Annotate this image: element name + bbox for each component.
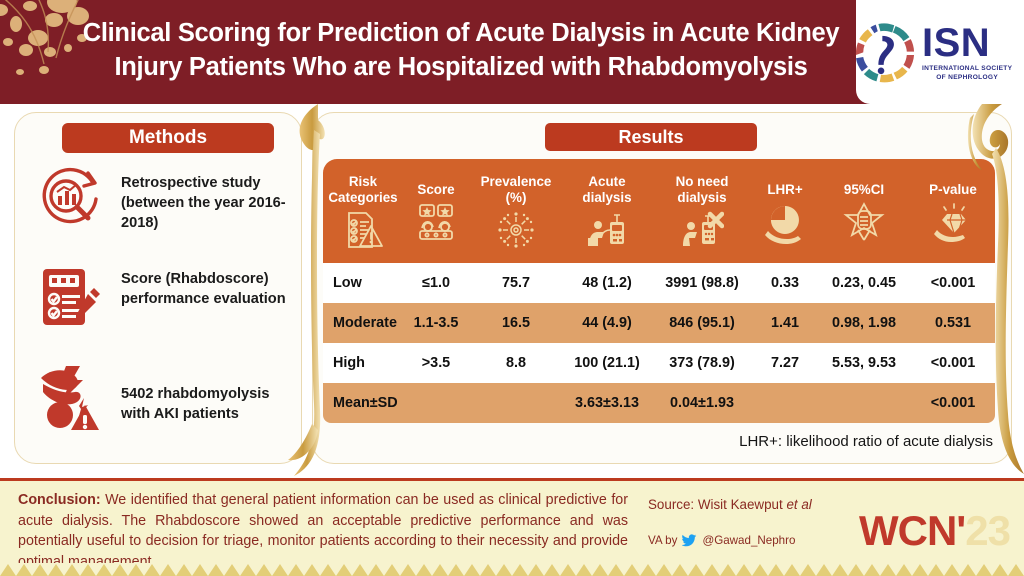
va-attribution: VA by @Gawad_Nephro <box>648 534 795 547</box>
cell-p-value: 0.531 <box>911 303 995 343</box>
cell-prevalence <box>469 383 563 423</box>
column-label: Prevalence (%) <box>480 174 552 205</box>
pie-chart-hand-icon <box>765 205 801 244</box>
cell-prevalence: 16.5 <box>469 303 563 343</box>
table-row: High >3.5 8.8 100 (21.1) 373 (78.9) 7.27… <box>323 343 995 383</box>
table-footnote: LHR+: likelihood ratio of acute dialysis <box>739 433 993 450</box>
cell-acute-dialysis: 100 (21.1) <box>563 343 651 383</box>
results-panel: Results Risk Categories <box>312 112 1012 464</box>
cell-lhr: 0.33 <box>753 263 817 303</box>
wcn-main: WCN' <box>858 507 966 554</box>
table-row: Moderate 1.1-3.5 16.5 44 (4.9) 846 (95.1… <box>323 303 995 343</box>
cell-lhr <box>753 383 817 423</box>
table-row: Low ≤1.0 75.7 48 (1.2) 3991 (98.8) 0.33 … <box>323 263 995 303</box>
cell-ci: 0.23, 0.45 <box>817 263 911 303</box>
fist-star-icon <box>843 202 885 241</box>
column-label: No need dialysis <box>675 174 729 205</box>
column-label: LHR+ <box>767 182 803 198</box>
cell-risk: Moderate <box>323 303 403 343</box>
cell-risk: Low <box>323 263 403 303</box>
table-row-summary: Mean±SD 3.63±3.13 0.04±1.93 <0.001 <box>323 383 995 423</box>
cell-no-need-dialysis: 0.04±1.93 <box>651 383 753 423</box>
source-attribution: Source: Wisit Kaewput et al <box>648 497 812 512</box>
scoreboard-stars-icon <box>419 204 453 240</box>
column-header-lhr: LHR+ <box>753 159 817 263</box>
dialysis-patient-icon <box>588 214 624 246</box>
cell-ci <box>817 383 911 423</box>
cell-no-need-dialysis: 846 (95.1) <box>651 303 753 343</box>
cell-score: >3.5 <box>403 343 469 383</box>
method-item: Score (Rhabdoscore) performance evaluati… <box>33 261 291 335</box>
results-section-title: Results <box>545 123 757 151</box>
method-item-label: Score (Rhabdoscore) performance evaluati… <box>121 271 286 308</box>
dialysis-patient-cross-icon <box>683 211 724 246</box>
content-stage: Methods Retrospective study (between the… <box>0 104 1024 478</box>
wcn-year: 23 <box>965 507 1011 554</box>
twitter-icon[interactable] <box>682 534 697 547</box>
cell-ci: 0.98, 1.98 <box>817 303 911 343</box>
isn-wordmark: ISN <box>922 21 991 66</box>
column-header-score: Score <box>403 159 469 263</box>
method-item-label: Retrospective study (between the year 20… <box>121 175 286 232</box>
isn-logo: ISN INTERNATIONAL SOCIETY OF NEPHROLOGY <box>850 5 1022 101</box>
cell-acute-dialysis: 3.63±3.13 <box>563 383 651 423</box>
source-prefix: Source: Wisit Kaewput <box>648 497 787 512</box>
cell-score: 1.1-3.5 <box>403 303 469 343</box>
method-item: Retrospective study (between the year 20… <box>33 163 291 237</box>
isn-circular-mark-icon <box>855 23 915 83</box>
method-item: 5402 rhabdomyolysis with AKI patients <box>33 358 291 432</box>
page-title: Clinical Scoring for Prediction of Acute… <box>82 19 840 81</box>
column-header-p-value: P-value <box>911 159 995 263</box>
column-header-no-need-dialysis: No need dialysis <box>651 159 753 263</box>
cell-score <box>403 383 469 423</box>
conclusion-label: Conclusion: <box>18 492 101 508</box>
cell-no-need-dialysis: 3991 (98.8) <box>651 263 753 303</box>
column-label: 95%CI <box>843 182 885 198</box>
conclusion-text: Conclusion: We identified that general p… <box>18 490 628 572</box>
table-header-row: Risk Categories <box>323 159 995 263</box>
muscle-injury-alert-icon <box>41 366 99 430</box>
bottom-zigzag-border <box>0 563 1024 576</box>
column-header-prevalence: Prevalence (%) <box>469 159 563 263</box>
column-label: Risk Categories <box>328 174 398 205</box>
methods-section-title: Methods <box>62 123 274 153</box>
results-table: Risk Categories <box>323 159 995 423</box>
cell-p-value: <0.001 <box>911 263 995 303</box>
methods-panel: Methods Retrospective study (between the… <box>14 112 302 464</box>
checklist-clipboard-pencil-icon <box>43 269 100 325</box>
conclusion-band: Conclusion: We identified that general p… <box>0 478 1024 576</box>
diamond-hand-icon <box>934 203 967 242</box>
va-prefix: VA by <box>648 534 678 547</box>
column-header-risk-categories: Risk Categories <box>323 159 403 263</box>
poster-header: Clinical Scoring for Prediction of Acute… <box>0 0 1024 104</box>
column-label: P-value <box>929 182 977 198</box>
column-label: Acute dialysis <box>582 174 632 205</box>
cell-risk: Mean±SD <box>323 383 403 423</box>
cell-risk: High <box>323 343 403 383</box>
cell-no-need-dialysis: 373 (78.9) <box>651 343 753 383</box>
cell-lhr: 7.27 <box>753 343 817 383</box>
analytics-magnifier-icon <box>42 167 98 224</box>
cell-score: ≤1.0 <box>403 263 469 303</box>
column-header-acute-dialysis: Acute dialysis <box>563 159 651 263</box>
risk-clipboard-warning-icon <box>348 211 383 248</box>
cell-ci: 5.53, 9.53 <box>817 343 911 383</box>
column-header-ci: 95%CI <box>817 159 911 263</box>
source-et-al: et al <box>786 497 812 512</box>
cell-p-value: <0.001 <box>911 343 995 383</box>
cell-prevalence: 8.8 <box>469 343 563 383</box>
prevalence-burst-icon <box>498 212 534 248</box>
cell-p-value: <0.001 <box>911 383 995 423</box>
cell-acute-dialysis: 44 (4.9) <box>563 303 651 343</box>
column-label: Score <box>417 182 455 198</box>
cell-acute-dialysis: 48 (1.2) <box>563 263 651 303</box>
wcn-logo: WCN'23 <box>858 507 1011 555</box>
isn-subtitle: INTERNATIONAL SOCIETY OF NEPHROLOGY <box>922 65 1013 81</box>
cell-prevalence: 75.7 <box>469 263 563 303</box>
method-item-label: 5402 rhabdomyolysis with AKI patients <box>121 386 270 423</box>
cell-lhr: 1.41 <box>753 303 817 343</box>
va-handle[interactable]: @Gawad_Nephro <box>702 534 796 547</box>
conclusion-body: We identified that general patient infor… <box>18 492 628 570</box>
